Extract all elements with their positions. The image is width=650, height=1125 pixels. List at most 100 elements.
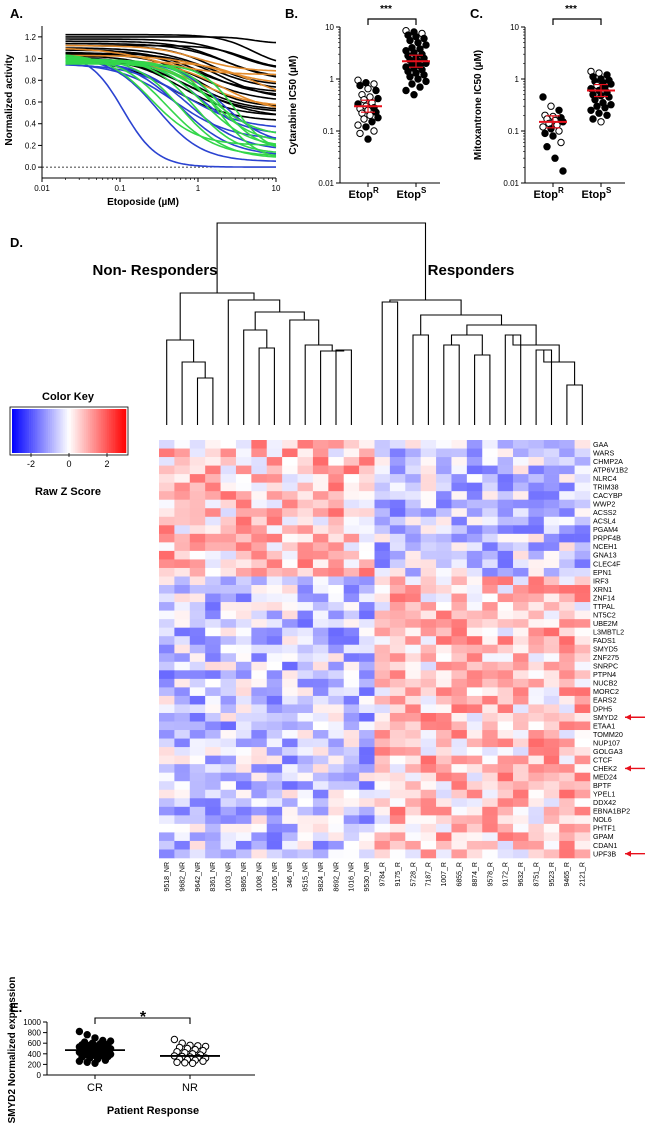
heatmap-cell — [574, 687, 591, 697]
heatmap-cell — [251, 840, 268, 850]
heatmap-cell — [482, 670, 498, 680]
heatmap-cell — [251, 636, 268, 646]
heatmap-cell — [389, 695, 406, 705]
heatmap-cell — [559, 550, 575, 560]
heatmap-cell — [436, 747, 452, 756]
heatmap-cell — [389, 593, 406, 603]
heatmap-cell — [251, 712, 268, 722]
heatmap-sample-label: 5728_R — [410, 862, 417, 887]
heatmap-cell — [451, 730, 468, 739]
color-key-segment — [67, 409, 70, 453]
heatmap-cell — [189, 738, 206, 748]
heatmap-cell — [436, 499, 452, 509]
color-key-segment — [103, 409, 106, 453]
heatmap-cell — [528, 772, 545, 782]
heatmap-cell — [220, 747, 237, 756]
heatmap-cell — [574, 712, 591, 722]
heatmap-cell — [297, 738, 314, 748]
heatmap-cell — [466, 491, 483, 501]
heatmap-cell — [574, 508, 591, 518]
heatmap-cell — [159, 491, 175, 501]
heatmap-cell — [436, 781, 452, 791]
heatmap-cell — [282, 636, 298, 646]
heatmap-cell — [543, 704, 560, 714]
heatmap-cell — [220, 738, 237, 748]
heatmap-cell — [235, 636, 252, 646]
heatmap-cell — [343, 721, 360, 731]
heatmap-gene-label: SNRPC — [593, 662, 618, 671]
heatmap-cell — [220, 823, 237, 833]
heatmap-cell — [312, 781, 329, 791]
heatmap-cell — [559, 832, 575, 842]
color-key-segment — [82, 409, 85, 453]
heatmap-cell — [405, 567, 421, 577]
heatmap-cell — [359, 448, 375, 458]
heatmap-cell — [205, 610, 221, 620]
heatmap-cell — [528, 457, 545, 466]
panel-a-label: A. — [10, 6, 23, 21]
panel-b-point — [374, 94, 382, 103]
heatmap-cell — [220, 695, 237, 705]
panel-e-point — [91, 1059, 99, 1068]
heatmap-cell — [174, 525, 191, 535]
heatmap-cell — [420, 499, 437, 509]
heatmap-cell — [374, 559, 391, 569]
heatmap-cell — [159, 619, 175, 628]
heatmap-cell — [174, 704, 191, 714]
heatmap-cell — [528, 627, 545, 637]
heatmap-gene-label: GNA13 — [593, 551, 617, 560]
heatmap-cell — [251, 576, 268, 586]
color-key-title: Color Key — [42, 391, 95, 403]
heatmap-cell — [359, 474, 375, 483]
heatmap-gene-label: ETAA1 — [593, 721, 615, 730]
heatmap-cell — [174, 610, 191, 620]
panel-c-y-tick-label: 0.01 — [503, 179, 519, 188]
heatmap-cell — [312, 619, 329, 628]
heatmap-cell — [513, 610, 529, 620]
heatmap-cell — [451, 533, 468, 543]
heatmap-cell — [543, 781, 560, 791]
heatmap-cell — [451, 550, 468, 560]
heatmap-cell — [251, 499, 268, 509]
heatmap-cell — [328, 661, 345, 671]
heatmap-cell — [343, 542, 360, 552]
heatmap-cell — [389, 730, 406, 739]
heatmap-cell — [312, 516, 329, 526]
heatmap-cell — [235, 499, 252, 509]
heatmap-cell — [528, 516, 545, 526]
heatmap-cell — [497, 840, 514, 850]
heatmap-cell — [297, 593, 314, 603]
heatmap-cell — [574, 661, 591, 671]
heatmap-cell — [266, 704, 283, 714]
heatmap-cell — [420, 550, 437, 560]
heatmap-cell — [420, 448, 437, 458]
heatmap-cell — [513, 789, 529, 799]
heatmap-cell — [312, 738, 329, 748]
heatmap-cell — [574, 840, 591, 850]
heatmap-cell — [205, 772, 221, 782]
heatmap-cell — [451, 542, 468, 552]
heatmap-cell — [282, 491, 298, 501]
heatmap-cell — [220, 491, 237, 501]
color-key-segment — [88, 409, 91, 453]
heatmap-cell — [359, 687, 375, 697]
heatmap-cell — [543, 482, 560, 492]
heatmap-cell — [297, 525, 314, 535]
heatmap-cell — [543, 636, 560, 646]
panel-c-point — [607, 80, 615, 88]
heatmap-cell — [482, 704, 498, 714]
heatmap-cell — [405, 832, 421, 842]
heatmap-cell — [574, 644, 591, 654]
heatmap-cell — [528, 661, 545, 671]
heatmap-cell — [574, 730, 591, 739]
heatmap-cell — [389, 525, 406, 535]
heatmap-cell — [574, 525, 591, 535]
heatmap-cell — [282, 585, 298, 594]
heatmap-cell — [528, 542, 545, 552]
heatmap-cell — [497, 670, 514, 680]
heatmap-cell — [513, 840, 529, 850]
heatmap-cell — [189, 491, 206, 501]
heatmap-cell — [235, 533, 252, 543]
heatmap-cell — [312, 533, 329, 543]
